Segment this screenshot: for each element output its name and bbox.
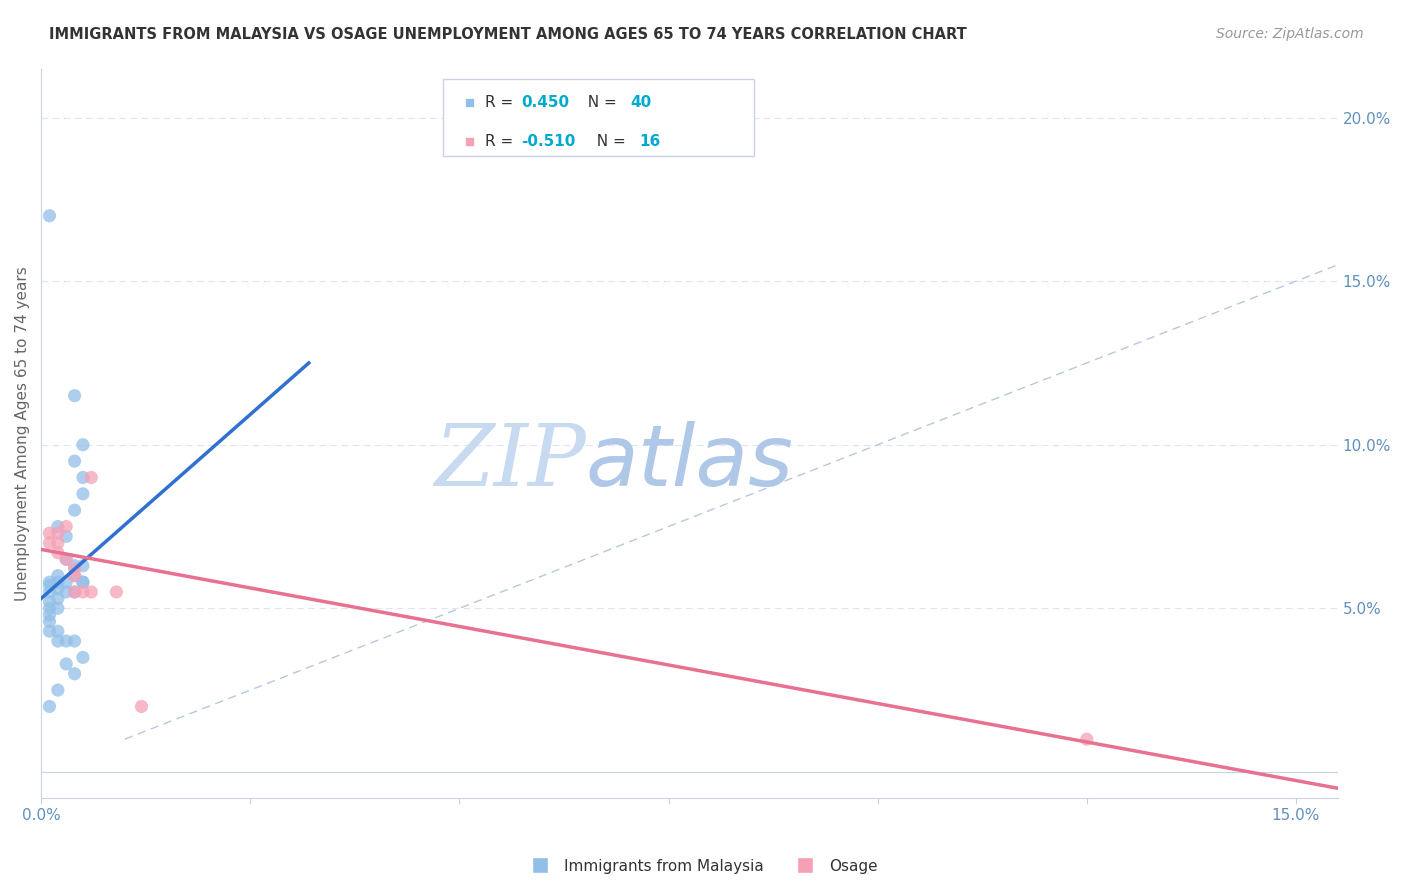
Point — [1076, 732, 1098, 747]
Point — [55, 552, 77, 566]
Point — [46, 683, 69, 698]
Point — [63, 666, 86, 681]
Point — [63, 585, 86, 599]
Point — [46, 546, 69, 560]
Point — [38, 615, 60, 629]
Text: ZIP: ZIP — [434, 421, 586, 504]
Text: N =: N = — [588, 134, 631, 149]
Point — [63, 562, 86, 576]
Point — [38, 526, 60, 541]
Point — [72, 558, 94, 573]
Point — [55, 529, 77, 543]
Point — [105, 585, 128, 599]
Point — [63, 558, 86, 573]
Point — [55, 575, 77, 590]
Point — [63, 585, 86, 599]
FancyBboxPatch shape — [465, 98, 474, 107]
Point — [38, 578, 60, 592]
Point — [46, 634, 69, 648]
Point — [63, 389, 86, 403]
Y-axis label: Unemployment Among Ages 65 to 74 years: Unemployment Among Ages 65 to 74 years — [15, 266, 30, 600]
FancyBboxPatch shape — [465, 137, 474, 146]
FancyBboxPatch shape — [443, 79, 754, 156]
Point — [72, 487, 94, 501]
Point — [55, 634, 77, 648]
Point — [72, 438, 94, 452]
Text: 40: 40 — [630, 95, 651, 111]
Text: IMMIGRANTS FROM MALAYSIA VS OSAGE UNEMPLOYMENT AMONG AGES 65 TO 74 YEARS CORRELA: IMMIGRANTS FROM MALAYSIA VS OSAGE UNEMPL… — [49, 27, 967, 42]
Text: 0.450: 0.450 — [522, 95, 569, 111]
Point — [38, 595, 60, 609]
Point — [72, 575, 94, 590]
Text: 16: 16 — [640, 134, 661, 149]
Point — [38, 575, 60, 590]
Legend: Immigrants from Malaysia, Osage: Immigrants from Malaysia, Osage — [522, 853, 884, 880]
Point — [38, 209, 60, 223]
Point — [46, 575, 69, 590]
Point — [46, 568, 69, 582]
Point — [46, 526, 69, 541]
Point — [131, 699, 153, 714]
Point — [55, 585, 77, 599]
Point — [38, 699, 60, 714]
Text: R =: R = — [485, 134, 517, 149]
Point — [63, 568, 86, 582]
Point — [63, 503, 86, 517]
Point — [80, 470, 103, 484]
Point — [72, 470, 94, 484]
Text: atlas: atlas — [586, 421, 794, 504]
Text: Source: ZipAtlas.com: Source: ZipAtlas.com — [1216, 27, 1364, 41]
Point — [38, 601, 60, 615]
Point — [72, 585, 94, 599]
Point — [38, 607, 60, 622]
Point — [72, 575, 94, 590]
Point — [63, 634, 86, 648]
Point — [55, 657, 77, 671]
Point — [38, 624, 60, 639]
Point — [46, 601, 69, 615]
Point — [55, 552, 77, 566]
Point — [46, 536, 69, 550]
Point — [38, 585, 60, 599]
Point — [63, 454, 86, 468]
Text: N =: N = — [578, 95, 621, 111]
Point — [46, 591, 69, 606]
Point — [55, 519, 77, 533]
Point — [63, 568, 86, 582]
Point — [80, 585, 103, 599]
Point — [38, 536, 60, 550]
Point — [46, 519, 69, 533]
Point — [46, 582, 69, 596]
Point — [46, 624, 69, 639]
Text: R =: R = — [485, 95, 517, 111]
Point — [72, 650, 94, 665]
Text: -0.510: -0.510 — [522, 134, 575, 149]
